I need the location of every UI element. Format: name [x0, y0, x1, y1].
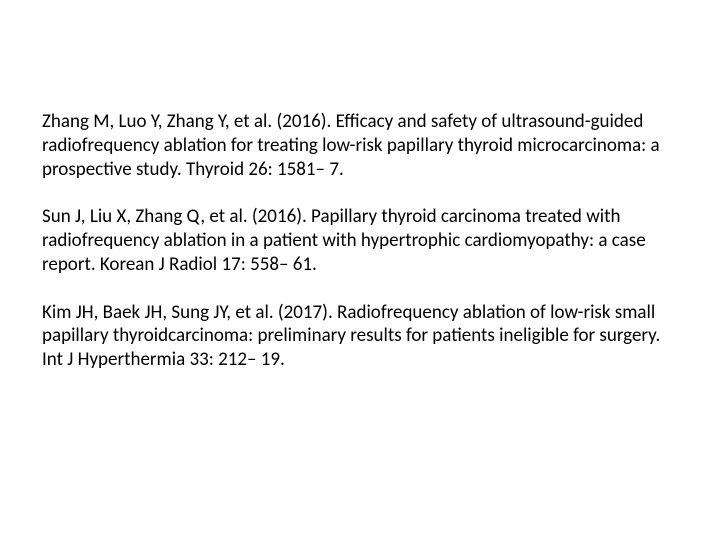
reference-3: Kim JH, Baek JH, Sung JY, et al. (2017).…: [42, 301, 670, 372]
reference-2: Sun J, Liu X, Zhang Q, et al. (2016). Pa…: [42, 205, 670, 276]
reference-1: Zhang M, Luo Y, Zhang Y, et al. (2016). …: [42, 110, 670, 181]
slide: Zhang M, Luo Y, Zhang Y, et al. (2016). …: [0, 0, 720, 540]
